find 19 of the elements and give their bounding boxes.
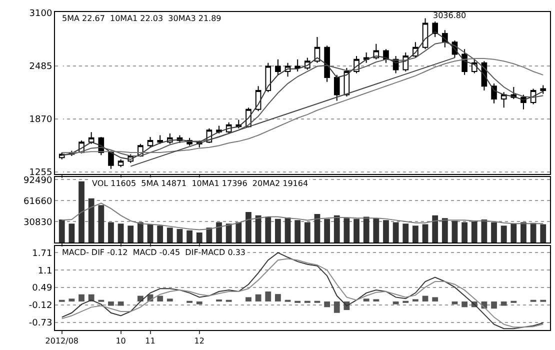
y-tick-label: 61660 [24,196,52,207]
x-tick-label: 12 [194,336,204,346]
annotation: VOL 11605 5MA 14871 10MA1 17396 20MA2 19164 [92,179,308,188]
annotation: 5MA 22.67 10MA1 22.03 30MA3 21.89 [62,14,222,23]
x-tick-label: 11 [145,336,156,346]
x-tick-label: 10 [116,336,126,346]
annotation: 3036.80 [433,11,466,20]
x-tick-label: 2012/08 [45,336,78,346]
y-tick-label: 0.49 [32,284,52,294]
y-tick-label: 30830 [24,218,52,228]
y-tick-label: 3100 [29,9,52,20]
y-tick-label: -0.73 [28,318,52,328]
y-tick-label: 1.71 [32,248,52,259]
y-tick-label: 1870 [29,115,52,126]
annotation: MACD- DIF -0.12 MACD -0.45 DIF-MACD 0.33 [62,248,246,257]
y-tick-label: 92490 [24,176,52,186]
y-tick-label: -0.12 [28,301,52,312]
y-tick-label: 1.1 [38,266,52,276]
y-tick-label: 2485 [29,62,52,72]
